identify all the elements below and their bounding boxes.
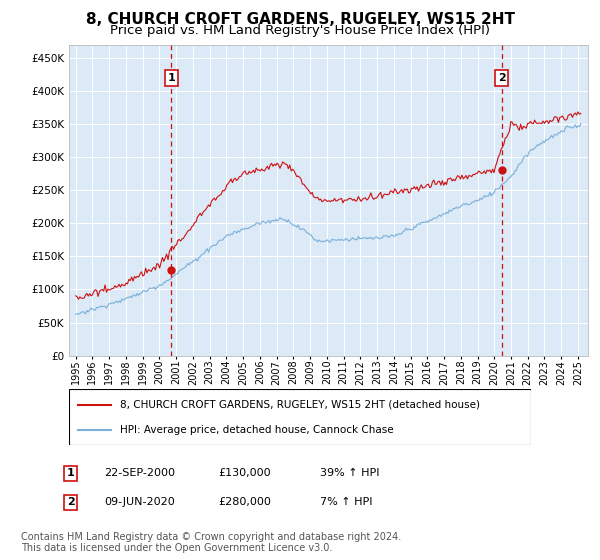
Text: £130,000: £130,000 [218, 468, 271, 478]
Text: 2: 2 [67, 497, 74, 507]
Text: 22-SEP-2000: 22-SEP-2000 [104, 468, 175, 478]
Text: 7% ↑ HPI: 7% ↑ HPI [320, 497, 372, 507]
Text: 39% ↑ HPI: 39% ↑ HPI [320, 468, 379, 478]
Text: 1: 1 [67, 468, 74, 478]
Text: Price paid vs. HM Land Registry's House Price Index (HPI): Price paid vs. HM Land Registry's House … [110, 24, 490, 37]
Text: 8, CHURCH CROFT GARDENS, RUGELEY, WS15 2HT: 8, CHURCH CROFT GARDENS, RUGELEY, WS15 2… [86, 12, 515, 27]
Text: 8, CHURCH CROFT GARDENS, RUGELEY, WS15 2HT (detached house): 8, CHURCH CROFT GARDENS, RUGELEY, WS15 2… [120, 400, 480, 410]
Text: HPI: Average price, detached house, Cannock Chase: HPI: Average price, detached house, Cann… [120, 424, 394, 435]
Text: Contains HM Land Registry data © Crown copyright and database right 2024.
This d: Contains HM Land Registry data © Crown c… [21, 531, 401, 553]
Text: 09-JUN-2020: 09-JUN-2020 [104, 497, 175, 507]
Text: £280,000: £280,000 [218, 497, 271, 507]
Text: 1: 1 [167, 73, 175, 83]
Text: 2: 2 [498, 73, 505, 83]
FancyBboxPatch shape [69, 389, 531, 445]
